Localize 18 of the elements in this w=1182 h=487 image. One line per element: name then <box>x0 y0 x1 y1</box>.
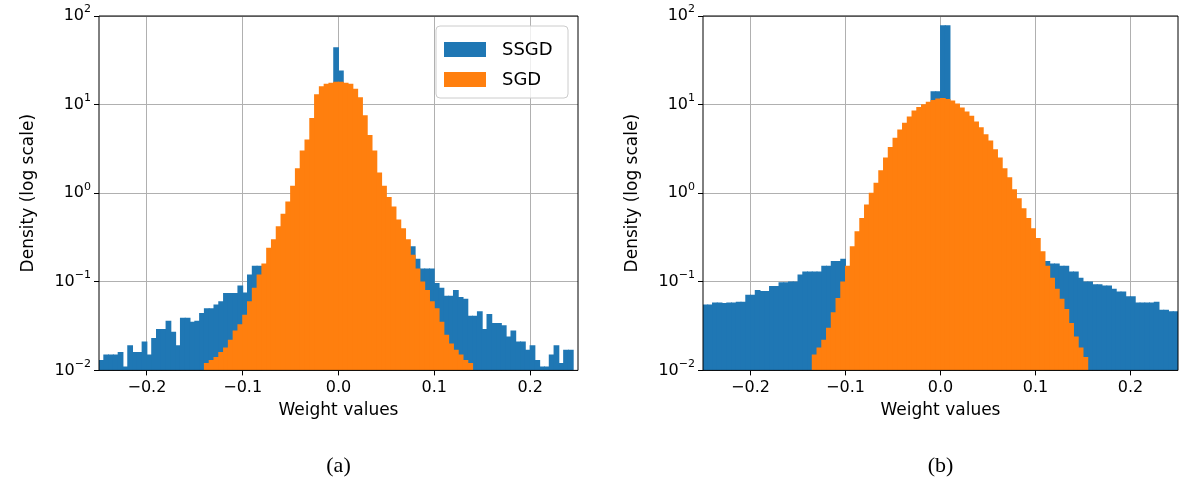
legend-label: SSGD <box>502 37 553 59</box>
y-axis-title: Density (log scale) <box>621 113 642 273</box>
text: (b) <box>927 451 954 477</box>
y-axis-title: Density (log scale) <box>17 113 38 273</box>
x-axis-title: Weight values <box>278 399 399 420</box>
x-tick-label: 0.0 <box>325 377 352 397</box>
x-tick-label: 0.2 <box>517 377 543 397</box>
x-tick-label: −0.1 <box>826 377 865 397</box>
x-tick-label: 0.0 <box>927 377 954 397</box>
x-tick-label: 0.1 <box>1022 377 1049 397</box>
text: (a) <box>326 451 351 477</box>
x-tick-label: 0.1 <box>421 377 448 397</box>
x-tick-label: 0.2 <box>1117 377 1144 397</box>
x-axis-title: Weight values <box>880 399 1001 420</box>
x-tick-label: −0.2 <box>731 377 770 397</box>
x-tick-label: −0.2 <box>127 377 167 397</box>
x-tick-label: −0.1 <box>223 377 263 397</box>
legend-label: SGD <box>502 67 542 89</box>
